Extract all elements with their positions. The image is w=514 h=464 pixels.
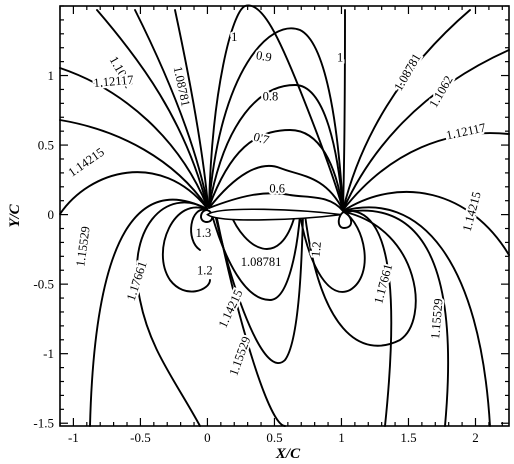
y-tick-label: 1 <box>48 68 55 83</box>
contour-lower-left <box>161 206 211 293</box>
contour-label: 1.15529 <box>226 335 253 378</box>
contour-upper-left <box>59 171 208 215</box>
contour-upper-mid <box>208 192 344 212</box>
y-tick-label: -0.5 <box>33 277 54 292</box>
contour-upper-mid <box>208 84 344 211</box>
contour-upper-mid <box>208 27 344 211</box>
contour-lower-left <box>190 208 208 251</box>
contour-label: 0.7 <box>252 130 271 148</box>
contour-label: 1.14215 <box>66 145 107 180</box>
contour-lower-right <box>344 210 393 427</box>
contour-label: 1 <box>337 51 343 65</box>
x-tick-label: 1 <box>338 430 345 445</box>
axis-ticks <box>59 5 509 426</box>
contour-label: 1.08781 <box>391 51 423 93</box>
y-tick-label: -1.5 <box>33 416 54 431</box>
contour-label: 1.12117 <box>445 120 487 142</box>
contour-lower-left <box>89 198 208 427</box>
x-tick-label: -1 <box>68 430 79 445</box>
y-tick-labels: -1.5 -1 -0.5 0 0.5 1 <box>33 68 54 431</box>
x-tick-label: -0.5 <box>130 430 151 445</box>
x-tick-label: 1.5 <box>400 430 416 445</box>
contour-label: 1.15529 <box>428 298 445 340</box>
contour-upper-right <box>342 191 510 256</box>
contour-label: 1.14215 <box>460 190 484 233</box>
contour-upper-right <box>342 9 346 211</box>
contour-label: 0.6 <box>269 181 285 195</box>
contour-label: 1.1062 <box>426 73 455 110</box>
contour-lower-mid <box>215 213 286 427</box>
y-axis-title: Y/C <box>7 203 23 227</box>
y-tick-label: 0.5 <box>38 138 54 153</box>
contour-upper-left <box>59 67 208 207</box>
contour-lower-right <box>304 211 417 347</box>
x-tick-label: 0.5 <box>266 430 282 445</box>
contour-label: 1.15529 <box>73 225 93 267</box>
contour-label: 1.3 <box>196 226 212 240</box>
contour-upper-right <box>342 132 510 211</box>
contour-label: 1.17661 <box>124 260 150 303</box>
contour-label: 1.08781 <box>241 255 282 269</box>
contour-label: 1.14215 <box>216 287 246 330</box>
contour-upper-mid <box>208 164 344 211</box>
contour-label: 0.9 <box>255 48 273 65</box>
contour-upper-mid <box>208 129 344 211</box>
contour-lower-right <box>344 209 449 427</box>
contour-upper-right <box>342 49 510 211</box>
contour-upper-right <box>342 9 471 211</box>
contour-upper-left <box>134 9 209 207</box>
contour-lower-left <box>135 201 208 427</box>
y-tick-label: -1 <box>43 346 54 361</box>
plot-frame <box>59 5 510 427</box>
contour-upper-left <box>96 9 208 207</box>
contour-upper-left <box>59 119 208 208</box>
contour-lower-mid <box>214 213 304 364</box>
contour-label: 1.2 <box>309 241 324 258</box>
x-tick-labels: -1 -0.5 0 0.5 1 1.5 2 <box>68 430 479 445</box>
contour-lower-mid <box>229 212 296 250</box>
airfoil-shape <box>206 208 342 221</box>
contour-upper-right <box>342 206 491 427</box>
contour-upper-mid <box>208 4 344 211</box>
y-tick-label: 0 <box>48 207 55 222</box>
contour-label: 1 <box>231 30 237 44</box>
contour-upper-left <box>174 9 209 207</box>
contour-label: 1.12117 <box>93 73 134 90</box>
x-tick-label: 0 <box>204 430 211 445</box>
contour-lower-right <box>337 211 353 229</box>
contour-labels: 1.1062 1.12117 1.08781 1 0.9 0.8 0.7 0.6 1 1.0878… <box>64 28 489 380</box>
contour-label: 1.08781 <box>171 65 193 108</box>
contour-label: 0.8 <box>263 90 279 104</box>
contour-label: 1.2 <box>197 264 213 278</box>
x-tick-label: 2 <box>472 430 479 445</box>
x-axis-title: X/C <box>275 446 301 462</box>
